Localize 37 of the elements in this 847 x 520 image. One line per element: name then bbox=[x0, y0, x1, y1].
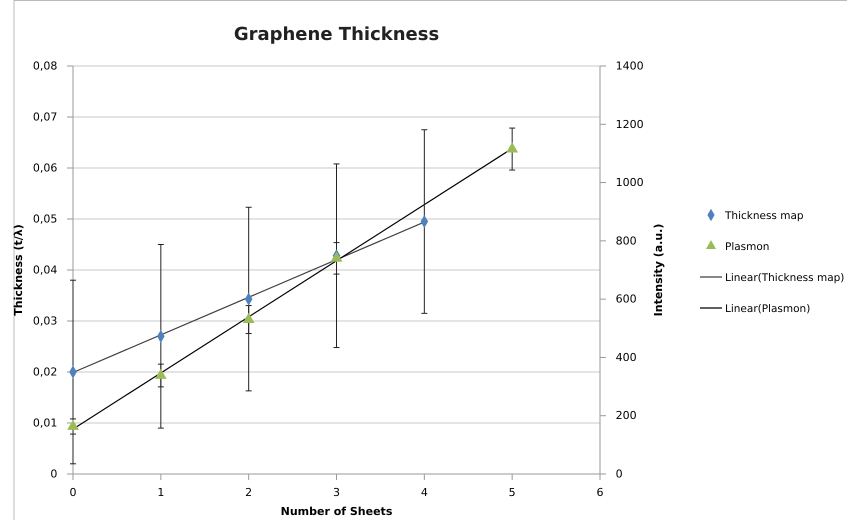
point bbox=[154, 368, 167, 379]
y2-tick-label: 1000 bbox=[616, 176, 644, 190]
x-tick-label: 4 bbox=[420, 486, 428, 500]
y-tick-label: 0,03 bbox=[32, 314, 58, 328]
y2-tick-label: 0 bbox=[616, 468, 623, 481]
y2-tick-label: 400 bbox=[616, 350, 637, 364]
y-tick-label: 0,06 bbox=[32, 162, 58, 175]
legend-label: Linear(Plasmon) bbox=[725, 303, 810, 315]
point bbox=[242, 312, 255, 323]
y-tick-label: 0,04 bbox=[32, 264, 58, 277]
x-tick-label: 3 bbox=[333, 486, 340, 500]
x-tick-label: 2 bbox=[245, 486, 252, 500]
y-tick-label: 0 bbox=[50, 468, 58, 481]
y-axis-title: Thickness (t/λ) bbox=[12, 224, 25, 316]
y2-tick-label: 600 bbox=[616, 292, 637, 306]
y-tick-label: 0,05 bbox=[32, 212, 58, 226]
point bbox=[67, 420, 79, 430]
y2-tick-label: 1200 bbox=[616, 118, 644, 131]
chart-title: Graphene Thickness bbox=[234, 24, 440, 45]
x-tick-label: 5 bbox=[508, 486, 516, 500]
legend-label: Linear(Thickness map) bbox=[725, 272, 844, 284]
legend-label: Thickness map bbox=[724, 210, 804, 222]
y2-axis-title: Intensity (a.u.) bbox=[652, 224, 665, 316]
y-tick-label: 0,07 bbox=[32, 110, 58, 124]
legend-label: Plasmon bbox=[725, 241, 770, 253]
point bbox=[330, 252, 342, 262]
x-axis-title: Number of Sheets bbox=[280, 505, 393, 518]
x-tick-label: 6 bbox=[596, 486, 604, 500]
x-tick-label: 0 bbox=[70, 486, 76, 500]
y2-tick-label: 200 bbox=[616, 409, 637, 422]
y-tick-label: 0,08 bbox=[32, 60, 58, 73]
y2-tick-label: 1400 bbox=[616, 60, 644, 73]
x-tick-label: 1 bbox=[157, 486, 164, 500]
y-tick-label: 0,01 bbox=[32, 416, 58, 430]
point bbox=[506, 142, 518, 152]
y-tick-label: 0,02 bbox=[32, 366, 58, 379]
y2-tick-label: 800 bbox=[616, 234, 637, 248]
